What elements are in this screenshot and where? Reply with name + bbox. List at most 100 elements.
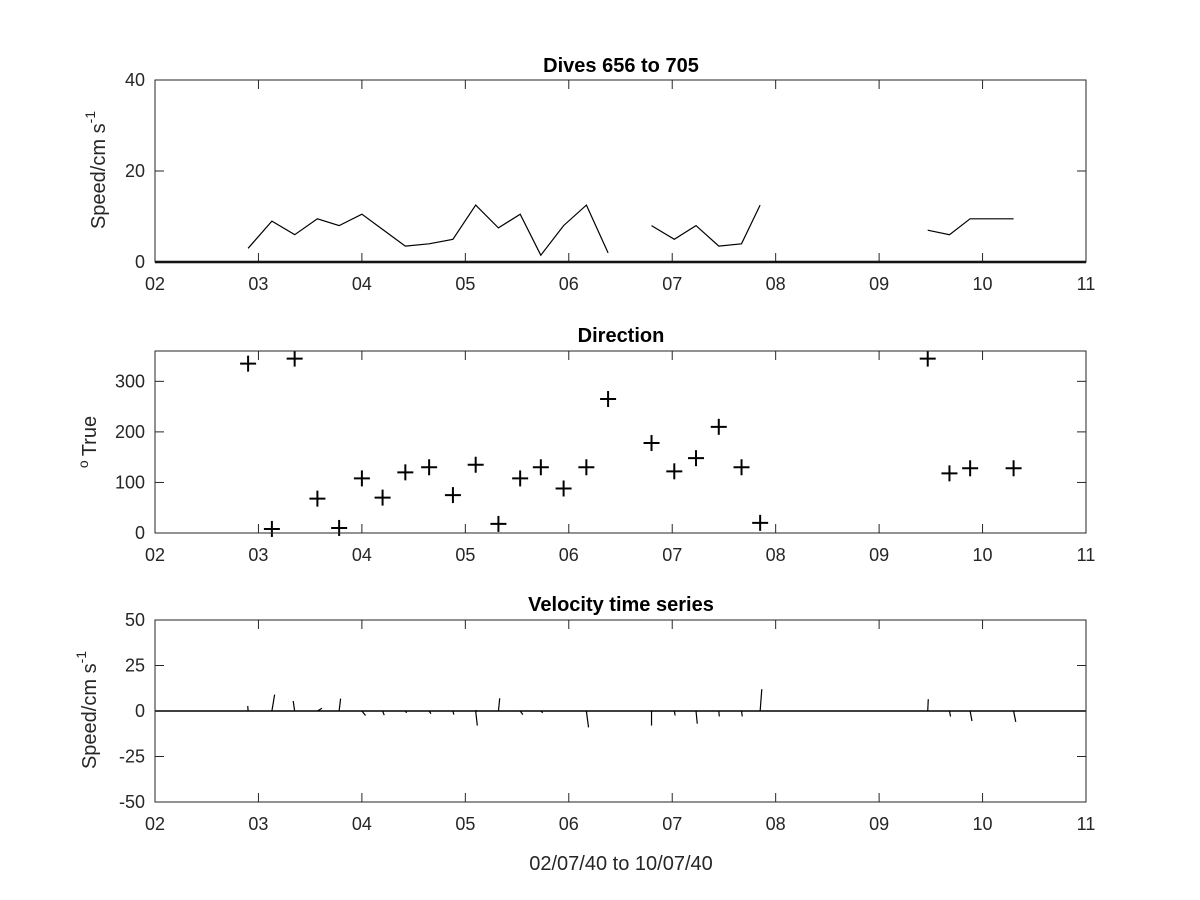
velocity-xtick-label: 11 bbox=[1077, 814, 1096, 834]
direction-xtick-label: 06 bbox=[559, 545, 579, 565]
direction-marker bbox=[919, 350, 936, 367]
direction-marker bbox=[353, 470, 370, 487]
direction-ytick-label: 200 bbox=[115, 422, 145, 442]
speed-series-segment bbox=[247, 204, 609, 257]
velocity-stick bbox=[338, 698, 342, 712]
direction-marker bbox=[555, 480, 572, 497]
speed-xtick-label: 08 bbox=[766, 274, 786, 294]
velocity-stick bbox=[519, 710, 524, 716]
velocity-stick bbox=[540, 710, 544, 714]
direction-xtick-label: 11 bbox=[1077, 545, 1096, 565]
direction-marker bbox=[752, 514, 769, 531]
direction-marker bbox=[941, 465, 958, 482]
velocity-title: Velocity time series bbox=[528, 594, 714, 616]
direction-marker bbox=[1005, 460, 1022, 477]
direction-ytick-label: 0 bbox=[135, 523, 145, 543]
velocity-stick bbox=[927, 699, 929, 712]
speed-series-segment bbox=[927, 218, 1014, 236]
direction-title: Direction bbox=[578, 325, 665, 347]
direction-marker bbox=[578, 459, 595, 476]
velocity-xtick-label: 05 bbox=[455, 814, 475, 834]
direction-marker bbox=[374, 489, 391, 506]
speed-ylabel-superscript: -1 bbox=[82, 111, 98, 124]
direction-marker bbox=[532, 459, 549, 476]
direction-xtick-label: 04 bbox=[352, 545, 372, 565]
speed-xtick-label: 10 bbox=[973, 274, 993, 294]
speed-ytick-label: 20 bbox=[125, 161, 145, 181]
velocity-xtick-label: 04 bbox=[352, 814, 372, 834]
velocity-stick bbox=[497, 698, 501, 712]
speed-xtick-label: 02 bbox=[145, 274, 165, 294]
velocity-stick bbox=[673, 710, 676, 716]
direction-xtick-label: 03 bbox=[248, 545, 268, 565]
speed-title: Dives 656 to 705 bbox=[543, 55, 699, 77]
direction-ytick-label: 100 bbox=[115, 472, 145, 492]
velocity-xtick-label: 09 bbox=[869, 814, 889, 834]
speed-series-segment bbox=[651, 204, 761, 247]
speed-ytick-label: 40 bbox=[125, 70, 145, 90]
speed-xtick-label: 03 bbox=[248, 274, 268, 294]
direction-xtick-label: 05 bbox=[455, 545, 475, 565]
panel-direction: Direction o True 02 03 04 05 06 07 08 09 10 11 0 100… bbox=[75, 325, 1095, 565]
direction-marker bbox=[397, 464, 414, 481]
direction-marker bbox=[962, 460, 979, 477]
velocity-stick bbox=[740, 710, 743, 717]
direction-xtick-label: 08 bbox=[766, 545, 786, 565]
velocity-stick bbox=[948, 710, 952, 717]
velocity-stick bbox=[271, 694, 276, 712]
velocity-stick bbox=[969, 710, 973, 722]
direction-xtick-label: 07 bbox=[662, 545, 682, 565]
direction-marker bbox=[421, 459, 438, 476]
velocity-xtick-label: 07 bbox=[662, 814, 682, 834]
direction-ylabel-text: True bbox=[79, 416, 101, 456]
direction-marker bbox=[467, 456, 484, 473]
speed-xtick-label: 11 bbox=[1077, 274, 1096, 294]
velocity-stick bbox=[317, 707, 323, 712]
velocity-xtick-label: 10 bbox=[973, 814, 993, 834]
direction-marker bbox=[240, 355, 257, 372]
velocity-stick bbox=[382, 710, 385, 716]
velocity-ylabel: Speed/cm s-1 bbox=[73, 651, 101, 769]
direction-axes-box bbox=[154, 350, 1087, 534]
direction-plot-area: 02 03 04 05 06 07 08 09 10 11 0 100 200 300 bbox=[115, 350, 1096, 565]
direction-marker bbox=[733, 459, 750, 476]
velocity-stick bbox=[695, 710, 698, 724]
speed-ytick-label: 0 bbox=[135, 252, 145, 272]
direction-marker bbox=[444, 487, 461, 504]
velocity-ytick-label: -50 bbox=[119, 792, 145, 812]
speed-xtick-label: 09 bbox=[869, 274, 889, 294]
direction-ylabel-degree: o bbox=[75, 460, 91, 468]
speed-xtick-label: 05 bbox=[455, 274, 475, 294]
velocity-xtick-label: 02 bbox=[145, 814, 165, 834]
velocity-ylabel-text: Speed/cm s bbox=[79, 663, 101, 769]
velocity-stick bbox=[759, 689, 763, 712]
direction-marker bbox=[286, 350, 303, 367]
velocity-stick bbox=[718, 710, 720, 717]
velocity-stick bbox=[475, 709, 478, 712]
direction-marker bbox=[688, 450, 705, 467]
velocity-stick bbox=[292, 700, 296, 712]
direction-marker bbox=[643, 435, 660, 452]
direction-marker bbox=[600, 391, 617, 408]
velocity-ytick-label: 0 bbox=[135, 701, 145, 721]
velocity-xtick-label: 06 bbox=[559, 814, 579, 834]
velocity-xtick-label: 03 bbox=[248, 814, 268, 834]
velocity-ytick-label: 50 bbox=[125, 610, 145, 630]
speed-xtick-label: 04 bbox=[352, 274, 372, 294]
velocity-stick bbox=[404, 710, 408, 714]
velocity-stick bbox=[452, 710, 455, 715]
speed-xtick-label: 06 bbox=[559, 274, 579, 294]
speed-ylabel-text: Speed/cm s bbox=[88, 123, 110, 229]
direction-marker bbox=[512, 470, 529, 487]
velocity-xtick-label: 08 bbox=[766, 814, 786, 834]
direction-marker bbox=[666, 463, 683, 480]
panel-velocity: Velocity time series Speed/cm s-1 02 03 04… bbox=[73, 594, 1095, 875]
velocity-stick bbox=[1013, 710, 1017, 723]
velocity-ytick-label: 25 bbox=[125, 656, 145, 676]
direction-marker bbox=[710, 418, 727, 435]
direction-xtick-label: 02 bbox=[145, 545, 165, 565]
velocity-stick bbox=[361, 710, 366, 716]
speed-axes-box bbox=[154, 79, 1087, 263]
panel-speed: Dives 656 to 705 Speed/cm s-1 02 03 04 05 06… bbox=[82, 55, 1095, 294]
